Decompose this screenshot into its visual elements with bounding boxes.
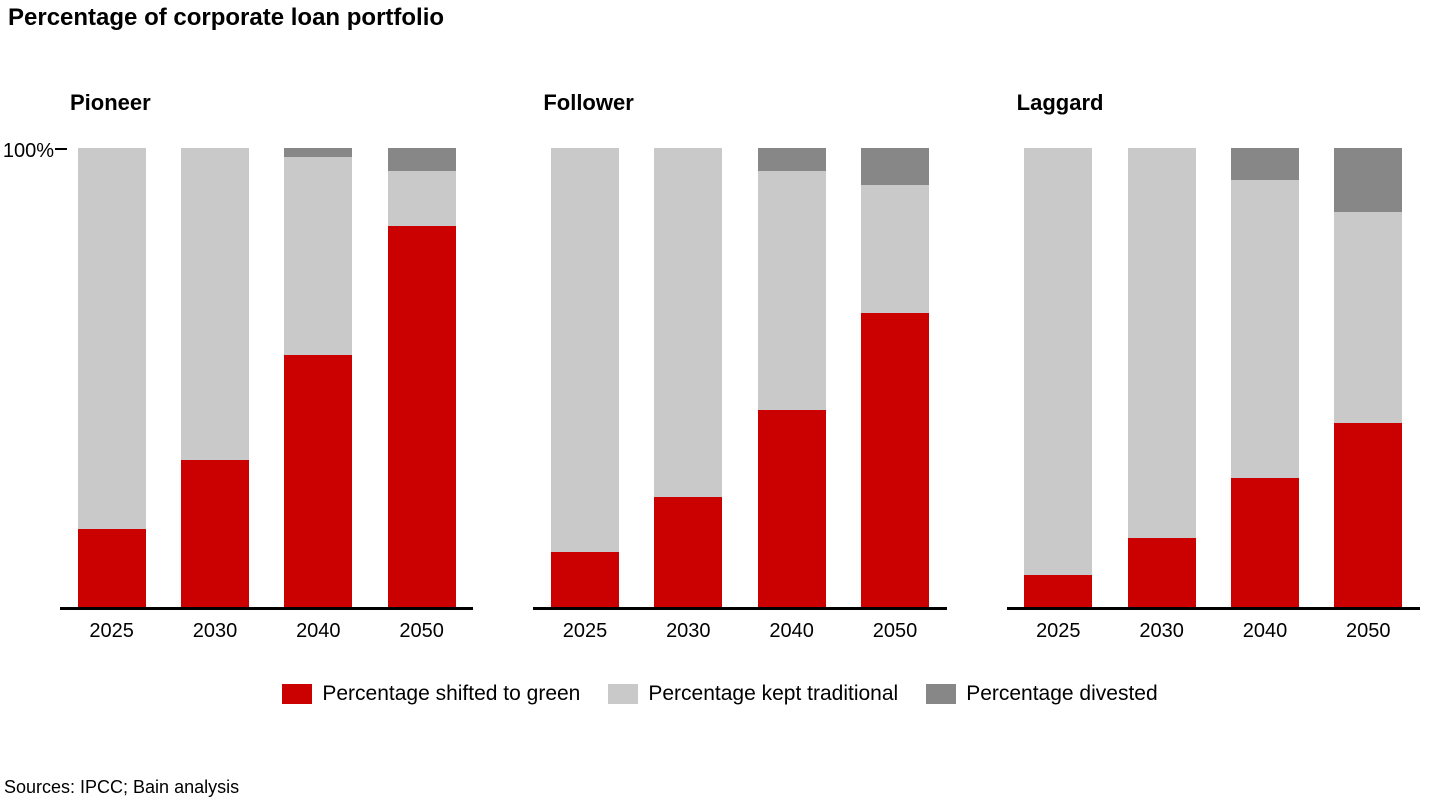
bar-segment-traditional xyxy=(1128,148,1196,538)
stacked-bar xyxy=(758,148,826,607)
x-axis-label: 2040 xyxy=(1213,614,1316,650)
panel-laggard: Laggard 2025203020402050 xyxy=(1007,90,1420,650)
panels-row: Pioneer2025203020402050Follower202520302… xyxy=(60,90,1420,650)
x-axis-labels: 2025203020402050 xyxy=(533,614,946,650)
bar-segment-green xyxy=(654,497,722,607)
bar-segment-green xyxy=(181,460,249,607)
stacked-bar xyxy=(1231,148,1299,607)
bar-slot xyxy=(843,148,946,607)
bar-slot xyxy=(740,148,843,607)
stacked-bar xyxy=(1128,148,1196,607)
bar-slot xyxy=(533,148,636,607)
bar-segment-green xyxy=(284,355,352,607)
x-axis-label: 2030 xyxy=(637,614,740,650)
bar-segment-green xyxy=(1334,423,1402,607)
stacked-bar xyxy=(1334,148,1402,607)
bar-slot xyxy=(1213,148,1316,607)
x-axis-label: 2040 xyxy=(267,614,370,650)
plot-area xyxy=(1007,148,1420,610)
bar-segment-green xyxy=(1231,478,1299,607)
bar-segment-traditional xyxy=(388,171,456,226)
legend-swatch xyxy=(608,684,638,704)
panel-follower: Follower 2025203020402050 xyxy=(533,90,946,650)
plot-area xyxy=(60,148,473,610)
bar-segment-green xyxy=(1024,575,1092,607)
bar-segment-green xyxy=(78,529,146,607)
bar-segment-divested xyxy=(1334,148,1402,212)
bar-segment-green xyxy=(758,410,826,607)
x-axis-label: 2030 xyxy=(163,614,266,650)
legend-swatch xyxy=(282,684,312,704)
panel-title: Pioneer xyxy=(70,90,151,116)
stacked-bar xyxy=(861,148,929,607)
x-axis-label: 2050 xyxy=(370,614,473,650)
bar-slot xyxy=(1110,148,1213,607)
y-axis-tick-label: 100% xyxy=(0,140,54,163)
legend-item-divested: Percentage divested xyxy=(926,682,1157,706)
stacked-bar xyxy=(654,148,722,607)
x-axis-label: 2030 xyxy=(1110,614,1213,650)
bar-segment-divested xyxy=(284,148,352,157)
bar-segment-divested xyxy=(861,148,929,185)
bar-slot xyxy=(1317,148,1420,607)
bars-group xyxy=(1007,148,1420,607)
chart-container: Percentage of corporate loan portfolio 1… xyxy=(0,0,1440,810)
x-axis-label: 2040 xyxy=(740,614,843,650)
x-axis-labels: 2025203020402050 xyxy=(1007,614,1420,650)
panel-title: Laggard xyxy=(1017,90,1104,116)
legend-label: Percentage divested xyxy=(966,682,1157,706)
stacked-bar xyxy=(388,148,456,607)
bar-segment-traditional xyxy=(181,148,249,460)
bar-segment-green xyxy=(551,552,619,607)
bar-segment-traditional xyxy=(758,171,826,410)
bars-group xyxy=(533,148,946,607)
bar-slot xyxy=(60,148,163,607)
bar-slot xyxy=(370,148,473,607)
x-axis-label: 2025 xyxy=(60,614,163,650)
bar-segment-traditional xyxy=(861,185,929,314)
stacked-bar xyxy=(181,148,249,607)
x-axis-label: 2025 xyxy=(1007,614,1110,650)
stacked-bar xyxy=(1024,148,1092,607)
x-axis-label: 2025 xyxy=(533,614,636,650)
chart-title: Percentage of corporate loan portfolio xyxy=(8,4,444,32)
legend-item-green: Percentage shifted to green xyxy=(282,682,580,706)
bar-slot xyxy=(267,148,370,607)
bar-slot xyxy=(163,148,266,607)
bar-segment-traditional xyxy=(654,148,722,497)
bar-segment-traditional xyxy=(1231,180,1299,478)
plot-area xyxy=(533,148,946,610)
bar-segment-traditional xyxy=(551,148,619,552)
stacked-bar xyxy=(78,148,146,607)
legend: Percentage shifted to green Percentage ke… xyxy=(0,682,1440,706)
legend-item-traditional: Percentage kept traditional xyxy=(608,682,898,706)
sources-note: Sources: IPCC; Bain analysis xyxy=(4,777,239,798)
bars-group xyxy=(60,148,473,607)
stacked-bar xyxy=(284,148,352,607)
bar-segment-traditional xyxy=(1024,148,1092,575)
bar-segment-divested xyxy=(1231,148,1299,180)
bar-segment-green xyxy=(388,226,456,607)
panel-title: Follower xyxy=(543,90,633,116)
stacked-bar xyxy=(551,148,619,607)
legend-swatch xyxy=(926,684,956,704)
bar-segment-traditional xyxy=(1334,212,1402,423)
bar-segment-traditional xyxy=(284,157,352,354)
x-axis-label: 2050 xyxy=(1317,614,1420,650)
bar-segment-divested xyxy=(758,148,826,171)
bar-segment-green xyxy=(861,313,929,607)
bar-segment-divested xyxy=(388,148,456,171)
legend-label: Percentage shifted to green xyxy=(322,682,580,706)
legend-label: Percentage kept traditional xyxy=(648,682,898,706)
bar-slot xyxy=(637,148,740,607)
bar-segment-green xyxy=(1128,538,1196,607)
panel-pioneer: Pioneer 2025203020402050 xyxy=(60,90,473,650)
bar-segment-traditional xyxy=(78,148,146,529)
x-axis-label: 2050 xyxy=(843,614,946,650)
bar-slot xyxy=(1007,148,1110,607)
x-axis-labels: 2025203020402050 xyxy=(60,614,473,650)
